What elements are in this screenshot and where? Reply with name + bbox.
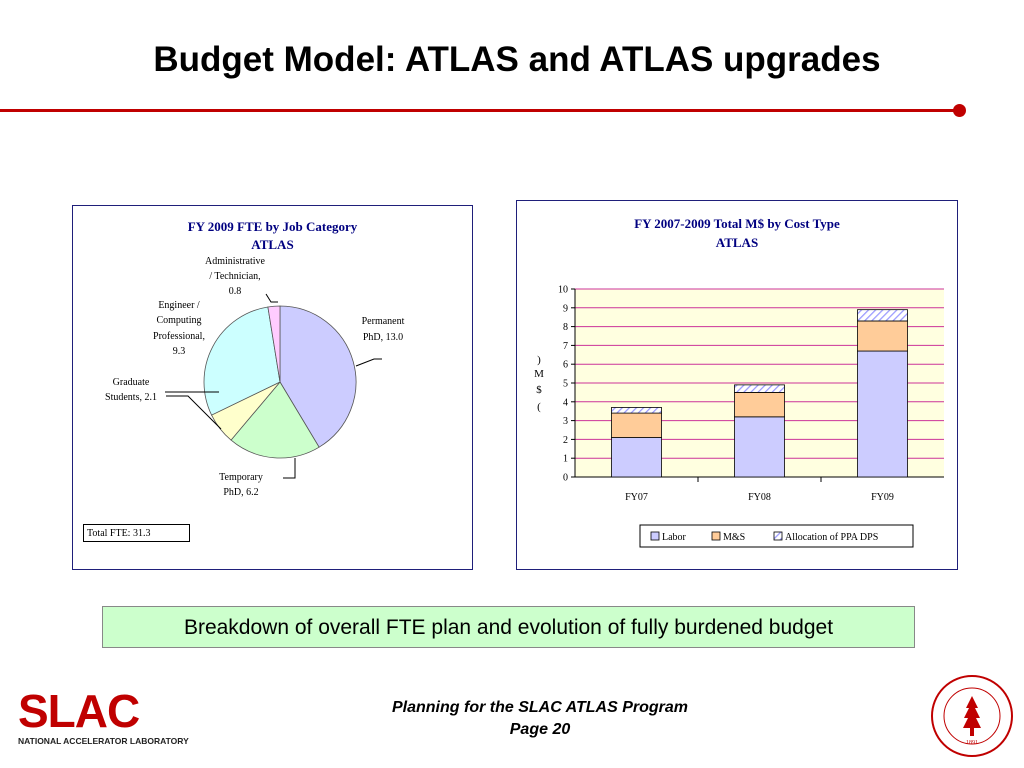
bar-chart: 0 1 2 3 4 5 6 7 8 9 10 FY07 FY08 FY09 ) M $ ( Labor …	[534, 285, 944, 548]
bar-fy07-labor	[611, 437, 662, 478]
y-axis-label-char-3: $	[536, 384, 542, 396]
x-tick-label-fy07: FY07	[625, 492, 648, 503]
y-axis-label-char-4: (	[537, 401, 541, 413]
slide-title: Budget Model: ATLAS and ATLAS upgrades	[153, 40, 881, 79]
slac-logo: SLAC NATIONAL ACCELERATOR LABORATORY	[18, 688, 189, 746]
pie-label-admin-2: / Technician,	[209, 271, 260, 282]
bar-chart-subtitle: ATLAS	[715, 235, 759, 250]
title-divider	[0, 109, 958, 112]
x-tick-label-fy09: FY09	[871, 492, 894, 503]
legend-swatch-ms	[711, 531, 721, 541]
pie-slice-administrative-technician	[267, 305, 281, 383]
y-tick-label: 3	[563, 416, 568, 427]
slac-logo-wordmark: SLAC	[18, 685, 140, 737]
pie-slice-engineer-computing-professional	[203, 306, 281, 416]
bar-fy08-allocation-of-ppa-dps	[734, 384, 785, 393]
pie-chart-subtitle: ATLAS	[251, 237, 294, 252]
y-tick-label: 9	[563, 303, 568, 314]
pie-slice-permanent-phd	[279, 305, 357, 448]
chart-legend: Labor M&S Allocation of PPA DPS	[639, 524, 914, 548]
page-number: Page 20	[509, 721, 571, 738]
slac-logo-subtitle: NATIONAL ACCELERATOR LABORATORY	[18, 736, 189, 746]
legend-label-ppa: Allocation of PPA DPS	[785, 532, 878, 543]
pie-label-engineer-4: 9.3	[173, 346, 186, 357]
legend-label-labor: Labor	[662, 532, 687, 543]
y-tick-label: 8	[563, 322, 568, 333]
x-tick-label-fy08: FY08	[748, 492, 771, 503]
pie-slice-temporary-phd	[230, 381, 320, 459]
pie-chart-title: FY 2009 FTE by Job Category	[187, 219, 358, 234]
y-tick-label: 2	[563, 435, 568, 446]
pie-chart: Administrative / Technician, 0.8 Enginee…	[105, 256, 405, 498]
stanford-seal-icon: 1891	[931, 675, 1013, 757]
bar-fy09-labor	[857, 350, 908, 478]
leader-line-grad	[166, 395, 222, 430]
y-axis-label-char-2: M	[534, 368, 544, 380]
y-tick-label: 10	[558, 285, 568, 296]
bar-fy08-m-s	[734, 391, 785, 418]
pie-label-perm-2: PhD, 13.0	[363, 332, 403, 343]
pie-label-temp-2: PhD, 6.2	[223, 487, 258, 498]
pie-label-temp-1: Temporary	[219, 472, 263, 483]
pie-label-admin-3: 0.8	[229, 286, 242, 297]
leader-line-admin	[265, 293, 278, 303]
legend-swatch-labor	[650, 531, 660, 541]
legend-swatch-ppa	[773, 531, 783, 541]
caption-box: Breakdown of overall FTE plan and evolut…	[102, 606, 915, 648]
y-tick-label: 0	[563, 473, 568, 484]
bar-fy09-allocation-of-ppa-dps	[857, 309, 908, 322]
bar-chart-title: FY 2007-2009 Total M$ by Cost Type	[634, 216, 840, 231]
title-divider-dot	[953, 104, 966, 117]
y-tick-label: 5	[563, 379, 568, 390]
svg-text:1891: 1891	[966, 740, 978, 746]
bar-fy09-m-s	[857, 320, 908, 352]
pie-label-grad-1: Graduate	[113, 377, 150, 388]
y-tick-label: 4	[563, 397, 568, 408]
y-tick-label: 1	[563, 454, 568, 465]
y-tick-label: 6	[563, 360, 568, 371]
pie-label-perm-1: Permanent	[362, 316, 405, 327]
y-axis-label-char-1: )	[537, 354, 541, 366]
footer: Planning for the SLAC ATLAS Program Page…	[340, 697, 740, 741]
pie-chart-panel: FY 2009 FTE by Job Category ATLAS Admini…	[72, 205, 473, 570]
bar-fy07-m-s	[611, 412, 662, 438]
leader-line-temp	[283, 458, 296, 479]
pie-label-engineer-2: Computing	[156, 315, 201, 326]
bar-chart-panel: FY 2007-2009 Total M$ by Cost Type ATLAS…	[516, 200, 958, 570]
bar-fy07-allocation-of-ppa-dps	[611, 407, 662, 414]
y-tick-label: 7	[563, 341, 568, 352]
pie-label-engineer-3: Professional,	[153, 331, 205, 342]
bar-fy08-labor	[734, 416, 785, 478]
pie-label-engineer-1: Engineer /	[158, 300, 200, 311]
pie-label-grad-2: Students, 2.1	[105, 392, 157, 403]
leader-line-perm	[355, 358, 382, 367]
footer-title: Planning for the SLAC ATLAS Program	[391, 699, 688, 716]
pie-label-admin-1: Administrative	[205, 256, 266, 267]
legend-label-ms: M&S	[723, 532, 745, 543]
total-fte-box: Total FTE: 31.3	[83, 524, 190, 542]
